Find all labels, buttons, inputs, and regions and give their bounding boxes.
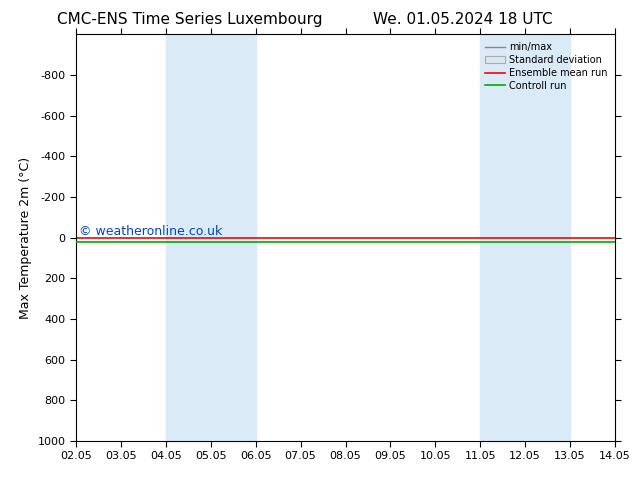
Bar (480, 34, 570, 441)
Legend: min/max, Standard deviation, Ensemble mean run, Controll run: min/max, Standard deviation, Ensemble me… (482, 39, 610, 94)
Text: We. 01.05.2024 18 UTC: We. 01.05.2024 18 UTC (373, 12, 553, 27)
Y-axis label: Max Temperature 2m (°C): Max Temperature 2m (°C) (19, 157, 32, 318)
Bar (166, 34, 256, 441)
Text: CMC-ENS Time Series Luxembourg: CMC-ENS Time Series Luxembourg (58, 12, 323, 27)
Text: © weatheronline.co.uk: © weatheronline.co.uk (79, 224, 222, 238)
